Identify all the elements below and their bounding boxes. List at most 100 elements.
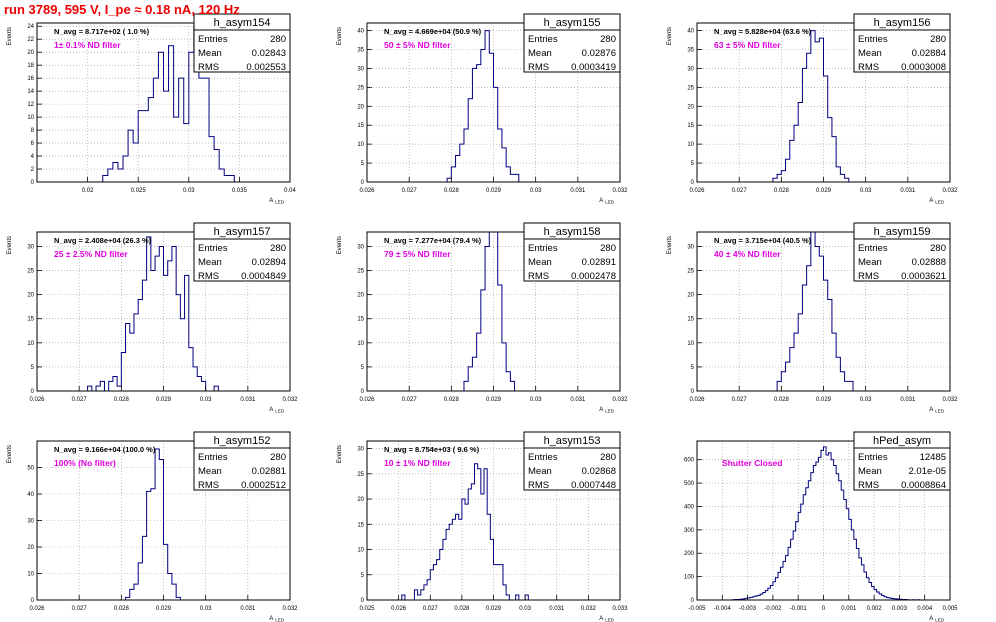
- y-tick-label: 100: [684, 575, 695, 581]
- y-tick-label: 25: [357, 269, 364, 275]
- x-tick-label: 0.031: [570, 188, 586, 194]
- x-tick-label: 0.03: [200, 397, 212, 403]
- y-tick-label: 25: [687, 85, 694, 91]
- stats-box: [523, 13, 621, 73]
- y-tick-label: 10: [357, 142, 364, 148]
- stats-mean-label: Mean: [198, 257, 222, 268]
- y-tick-label: 200: [684, 551, 695, 557]
- y-tick-label: 15: [27, 317, 34, 323]
- y-tick-label: 25: [27, 269, 34, 275]
- x-tick-label: 0.004: [917, 606, 933, 612]
- y-axis-title: Events: [7, 236, 13, 254]
- y-tick-label: 2: [31, 167, 35, 173]
- y-tick-label: 20: [357, 497, 364, 503]
- x-tick-label: 0.029: [156, 397, 172, 403]
- stats-box: [193, 222, 291, 282]
- histogram-name: hPed_asym: [873, 435, 931, 447]
- x-tick-label: 0.032: [612, 188, 628, 194]
- stats-entries-value: 280: [600, 243, 616, 254]
- x-tick-label: 0.027: [423, 606, 439, 612]
- nrun-label: N_avg = 5.828e+04 (63.6 %): [714, 27, 812, 36]
- x-axis-title-sub: LED: [275, 200, 285, 205]
- y-tick-label: 15: [357, 522, 364, 528]
- stats-mean-value: 0.02894: [252, 257, 286, 268]
- x-tick-label: 0.029: [816, 397, 832, 403]
- x-tick-label: 0.028: [774, 397, 790, 403]
- y-tick-label: 500: [684, 481, 695, 487]
- y-tick-label: 15: [687, 317, 694, 323]
- x-tick-label: 0.029: [486, 188, 502, 194]
- x-axis-title-sub: LED: [275, 618, 285, 622]
- x-tick-label: 0.026: [359, 397, 375, 403]
- stats-entries-value: 280: [930, 34, 946, 45]
- y-tick-label: 0: [361, 598, 365, 604]
- x-tick-label: 0.03: [860, 397, 872, 403]
- stats-mean-value: 0.02888: [912, 257, 946, 268]
- panel-h_asym155: 0.026 0.027 0.028 0.029 0.03 0.031 0.032 0 5 10 15…: [337, 13, 628, 205]
- filter-annotation: 1± 0.1% ND filter: [54, 40, 121, 50]
- x-tick-label: 0.026: [359, 188, 375, 194]
- y-tick-label: 12: [27, 102, 34, 108]
- x-tick-label: 0.029: [486, 397, 502, 403]
- y-axis-title: Events: [667, 27, 673, 45]
- y-tick-label: 5: [31, 365, 35, 371]
- y-axis-title: Events: [337, 236, 343, 254]
- y-tick-label: 22: [27, 37, 34, 43]
- stats-rms-label: RMS: [198, 480, 219, 491]
- filter-annotation: 63 ± 5% ND filter: [714, 40, 781, 50]
- x-tick-label: 0.027: [732, 188, 748, 194]
- stats-entries-value: 280: [270, 243, 286, 254]
- x-tick-label: 0.031: [549, 606, 565, 612]
- stats-rms-value: 0.0007448: [571, 480, 616, 491]
- x-tick-label: 0.032: [942, 188, 958, 194]
- nrun-label: N_avg = 9.166e+04 (100.0 %): [54, 445, 156, 454]
- panel-h_asym159: 0.026 0.027 0.028 0.029 0.03 0.031 0.032 0 5 10 15…: [667, 222, 958, 414]
- y-tick-label: 5: [691, 365, 695, 371]
- y-tick-label: 0: [31, 598, 35, 604]
- y-tick-label: 15: [687, 123, 694, 129]
- y-tick-label: 20: [687, 293, 694, 299]
- y-tick-label: 15: [357, 123, 364, 129]
- y-axis-title: Events: [667, 236, 673, 254]
- x-axis-title: A LED: [269, 407, 285, 414]
- x-tick-label: 0.028: [454, 606, 470, 612]
- stats-rms-label: RMS: [858, 271, 879, 282]
- stats-mean-label: Mean: [198, 48, 222, 59]
- x-tick-label: 0.033: [612, 606, 628, 612]
- nrun-label: N_avg = 2.408e+04 (26.3 %): [54, 236, 152, 245]
- panel-h_asym154: 0.02 0.025 0.03 0.035 0.04024681012141618202…: [7, 13, 296, 205]
- stats-mean-label: Mean: [858, 466, 882, 477]
- y-tick-label: 35: [357, 48, 364, 54]
- stats-rms-value: 0.0004849: [241, 271, 286, 282]
- stats-entries-label: Entries: [528, 243, 558, 254]
- y-tick-label: 0: [361, 180, 365, 186]
- y-tick-label: 8: [31, 128, 35, 134]
- stats-mean-label: Mean: [528, 257, 552, 268]
- y-tick-label: 25: [357, 85, 364, 91]
- x-tick-label: 0.031: [240, 397, 256, 403]
- x-tick-label: 0.025: [359, 606, 375, 612]
- stats-rms-value: 0.0003008: [901, 62, 946, 73]
- x-tick-label: -0.005: [688, 606, 706, 612]
- x-tick-label: 0.03: [519, 606, 531, 612]
- y-axis-title: Events: [7, 27, 13, 45]
- histogram-series: [772, 30, 850, 182]
- filter-annotation: Shutter Closed: [722, 458, 782, 468]
- x-tick-label: 0.027: [72, 606, 88, 612]
- stats-box: [853, 222, 951, 282]
- panel-h_asym152: 0.026 0.027 0.028 0.029 0.03 0.031 0.032 0 10 20 3…: [7, 431, 298, 622]
- y-tick-label: 300: [684, 528, 695, 534]
- stats-mean-value: 2.01e-05: [908, 466, 946, 477]
- stats-entries-label: Entries: [198, 452, 228, 463]
- stats-box: [193, 13, 291, 73]
- y-tick-label: 15: [357, 317, 364, 323]
- x-tick-label: 0.035: [232, 188, 248, 194]
- stats-entries-label: Entries: [198, 243, 228, 254]
- x-axis-title: A LED: [269, 616, 285, 622]
- y-tick-label: 30: [357, 447, 364, 453]
- x-tick-label: 0.001: [841, 606, 857, 612]
- stats-entries-value: 280: [600, 452, 616, 463]
- panel-h_asym157: 0.026 0.027 0.028 0.029 0.03 0.031 0.032 0 5 10 15…: [7, 222, 298, 414]
- x-tick-label: 0.028: [114, 397, 130, 403]
- x-axis-title: A LED: [929, 407, 945, 414]
